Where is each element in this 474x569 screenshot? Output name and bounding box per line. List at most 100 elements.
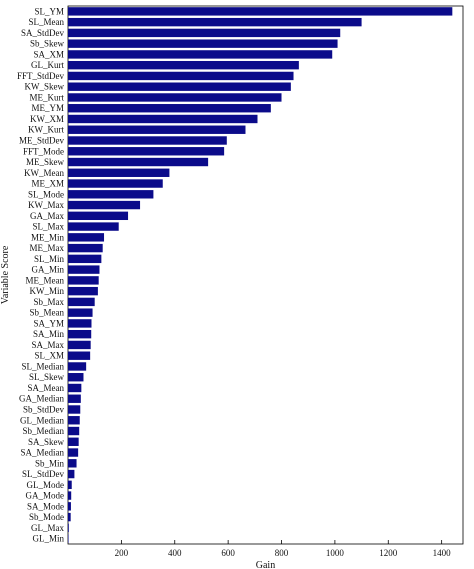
bar-kw-skew — [68, 82, 291, 91]
category-label: GL_Min — [33, 534, 65, 544]
bar-kw-max — [68, 200, 141, 210]
category-labels: SL_YMSL_MeanSA_StdDevSb_SkewSA_XMGL_Kurt… — [17, 6, 65, 543]
category-label: GL_Max — [31, 523, 64, 533]
bar-kw-mean — [68, 168, 170, 177]
bar-fft-mode — [68, 147, 225, 156]
category-label: Sb_Mode — [29, 512, 64, 522]
x-tick-label: 400 — [168, 548, 182, 558]
bar-ga-min — [68, 265, 100, 274]
category-label: SL_Mode — [28, 189, 64, 199]
x-tick-label: 200 — [115, 548, 129, 558]
category-label: ME_Min — [31, 232, 65, 242]
bar-sa-stddev — [68, 28, 341, 38]
category-label: ME_Kurt — [30, 92, 65, 102]
category-label: KW_Skew — [25, 82, 65, 92]
bar-sa-max — [68, 340, 91, 350]
bar-gl-mode — [68, 480, 72, 490]
bar-gl-min — [68, 534, 69, 543]
category-label: SL_Median — [22, 361, 65, 371]
category-label: FFT_StdDev — [17, 71, 65, 81]
category-label: SL_XM — [34, 351, 64, 361]
bar-me-xm — [68, 179, 163, 188]
bar-ga-max — [68, 211, 129, 221]
category-label: SA_Max — [31, 340, 64, 350]
bar-kw-kurt — [68, 125, 246, 134]
category-label: SL_Min — [34, 254, 65, 264]
category-label: SL_StdDev — [22, 469, 65, 479]
category-label: ME_XM — [31, 179, 64, 189]
x-tick-label: 1000 — [326, 548, 345, 558]
category-label: ME_Mean — [26, 275, 65, 285]
category-label: GA_Max — [30, 211, 64, 221]
category-label: SL_YM — [34, 6, 64, 16]
bar-kw-min — [68, 286, 98, 296]
category-label: ME_YM — [31, 103, 64, 113]
category-label: ME_Skew — [26, 157, 65, 167]
y-axis-label: Variable Score — [0, 245, 11, 304]
bar-me-ym — [68, 104, 271, 113]
bar-sa-mode — [68, 502, 71, 511]
category-label: SA_XM — [33, 49, 64, 59]
category-label: ME_StdDev — [19, 136, 65, 146]
bar-sl-median — [68, 362, 87, 371]
bar-sb-mode — [68, 512, 71, 522]
bar-sa-xm — [68, 50, 333, 59]
bar-sb-median — [68, 426, 80, 436]
bar-sl-xm — [68, 351, 91, 360]
bar-sa-median — [68, 448, 79, 457]
category-label: ME_Max — [30, 243, 65, 253]
category-label: SA_Median — [21, 448, 65, 458]
bar-sl-ym — [68, 7, 453, 16]
bar-me-mean — [68, 276, 99, 285]
bar-me-max — [68, 243, 103, 253]
category-label: GL_Mode — [27, 480, 65, 490]
category-label: SA_YM — [33, 318, 64, 328]
bar-me-kurt — [68, 93, 282, 102]
category-label: SL_Max — [33, 222, 65, 232]
category-label: KW_Mean — [24, 168, 64, 178]
bar-sl-stddev — [68, 469, 75, 479]
bar-sl-min — [68, 254, 102, 264]
bar-sl-mode — [68, 190, 154, 199]
bar-ga-median — [68, 394, 81, 403]
bar-sb-mean — [68, 308, 93, 317]
x-tick-label: 600 — [221, 548, 235, 558]
plot-frame — [67, 5, 464, 545]
bar-sa-ym — [68, 319, 92, 328]
category-label: GA_Min — [31, 265, 64, 275]
category-label: SA_Min — [33, 329, 65, 339]
category-label: SL_Mean — [29, 17, 65, 27]
bar-gl-kurt — [68, 60, 299, 70]
bar-sa-skew — [68, 437, 79, 446]
category-label: SA_Mode — [27, 501, 64, 511]
x-tick-label: 800 — [275, 548, 289, 558]
category-label: SA_Mean — [28, 383, 65, 393]
category-label: KW_XM — [30, 114, 64, 124]
category-label: SA_Skew — [28, 437, 65, 447]
bar-sl-skew — [68, 373, 84, 382]
category-label: Sb_Median — [23, 426, 65, 436]
bar-sa-mean — [68, 383, 82, 393]
bars — [68, 7, 453, 543]
x-tick-label: 1400 — [433, 548, 452, 558]
bar-me-stddev — [68, 136, 227, 145]
bar-gl-max — [68, 523, 69, 533]
category-label: Sb_Max — [33, 297, 64, 307]
category-label: Sb_Skew — [30, 39, 65, 49]
bar-sb-min — [68, 459, 77, 468]
category-label: SL_Skew — [29, 372, 65, 382]
bar-sl-max — [68, 222, 119, 231]
bar-sb-max — [68, 297, 95, 307]
category-label: KW_Max — [28, 200, 64, 210]
category-label: GA_Mode — [26, 491, 65, 501]
category-label: GL_Median — [20, 415, 64, 425]
bar-sl-mean — [68, 17, 362, 27]
x-axis-label: Gain — [256, 560, 275, 569]
category-label: GL_Kurt — [31, 60, 64, 70]
bar-sb-skew — [68, 39, 338, 48]
x-tick-label: 1200 — [379, 548, 398, 558]
bar-me-min — [68, 233, 105, 242]
category-label: Sb_StdDev — [23, 405, 65, 415]
bar-gl-median — [68, 416, 80, 425]
